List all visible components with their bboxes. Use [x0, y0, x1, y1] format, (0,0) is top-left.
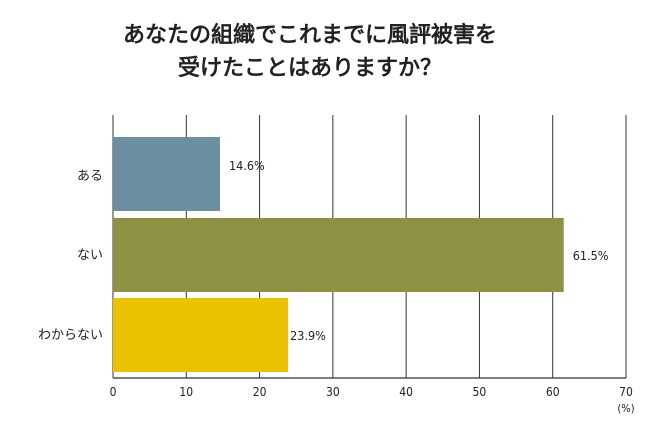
value-label: 61.5% [573, 248, 609, 263]
x-tick-label: 20 [253, 385, 267, 399]
x-tick-label: 0 [110, 385, 117, 399]
value-label: 14.6% [229, 158, 265, 173]
bar-1 [113, 218, 564, 292]
bar-2 [113, 298, 289, 372]
x-tick-label: 30 [326, 385, 340, 399]
chart-title-line-2: 受けたことはありますか？ [177, 56, 442, 81]
value-label: 23.9% [290, 328, 326, 343]
x-tick-label: 10 [179, 385, 193, 399]
chart-title-line-1: あなたの組織でこれまでに風評被害を [122, 23, 497, 48]
category-label: わからない [38, 328, 103, 343]
category-label: ある [77, 169, 103, 184]
x-axis-unit: (%) [617, 402, 634, 415]
x-tick-label: 40 [399, 385, 413, 399]
x-tick-label: 70 [619, 385, 633, 399]
x-tick-label: 50 [473, 385, 487, 399]
bar-0 [113, 137, 220, 211]
category-label: ない [77, 248, 103, 263]
x-tick-label: 60 [546, 385, 560, 399]
